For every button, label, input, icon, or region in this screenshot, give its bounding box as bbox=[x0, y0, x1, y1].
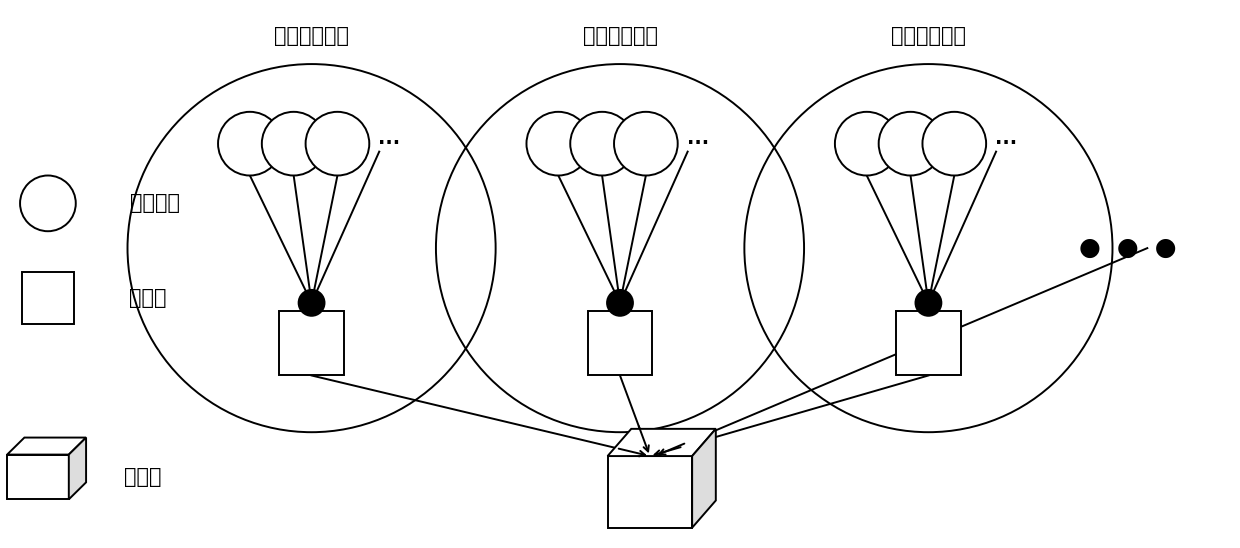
Text: 服务器: 服务器 bbox=[124, 467, 161, 487]
Polygon shape bbox=[7, 437, 86, 455]
Text: ···: ··· bbox=[687, 134, 709, 153]
Bar bbox=[608, 456, 692, 528]
Polygon shape bbox=[608, 429, 715, 456]
Circle shape bbox=[608, 290, 632, 316]
Text: ···: ··· bbox=[994, 134, 1017, 153]
Circle shape bbox=[262, 112, 326, 175]
Text: 共享设备: 共享设备 bbox=[130, 193, 181, 213]
Circle shape bbox=[915, 290, 941, 316]
Circle shape bbox=[20, 175, 76, 231]
Circle shape bbox=[218, 112, 281, 175]
Polygon shape bbox=[68, 437, 86, 499]
Bar bbox=[588, 311, 652, 375]
Circle shape bbox=[305, 112, 370, 175]
Circle shape bbox=[923, 112, 986, 175]
Text: ●  ●  ●: ● ● ● bbox=[1079, 236, 1177, 260]
Polygon shape bbox=[692, 429, 715, 528]
Bar bbox=[7, 455, 68, 499]
Text: 口腔医疗场所: 口腔医疗场所 bbox=[890, 26, 966, 46]
Text: ···: ··· bbox=[378, 134, 401, 153]
Circle shape bbox=[299, 290, 325, 316]
Text: 口腔医疗场所: 口腔医疗场所 bbox=[583, 26, 657, 46]
Circle shape bbox=[570, 112, 634, 175]
Circle shape bbox=[527, 112, 590, 175]
Bar bbox=[22, 272, 74, 324]
Bar bbox=[897, 311, 961, 375]
Circle shape bbox=[835, 112, 899, 175]
Text: 口腔医疗场所: 口腔医疗场所 bbox=[274, 26, 350, 46]
Circle shape bbox=[614, 112, 678, 175]
Text: 客户端: 客户端 bbox=[129, 288, 166, 308]
Circle shape bbox=[879, 112, 942, 175]
Bar bbox=[279, 311, 343, 375]
